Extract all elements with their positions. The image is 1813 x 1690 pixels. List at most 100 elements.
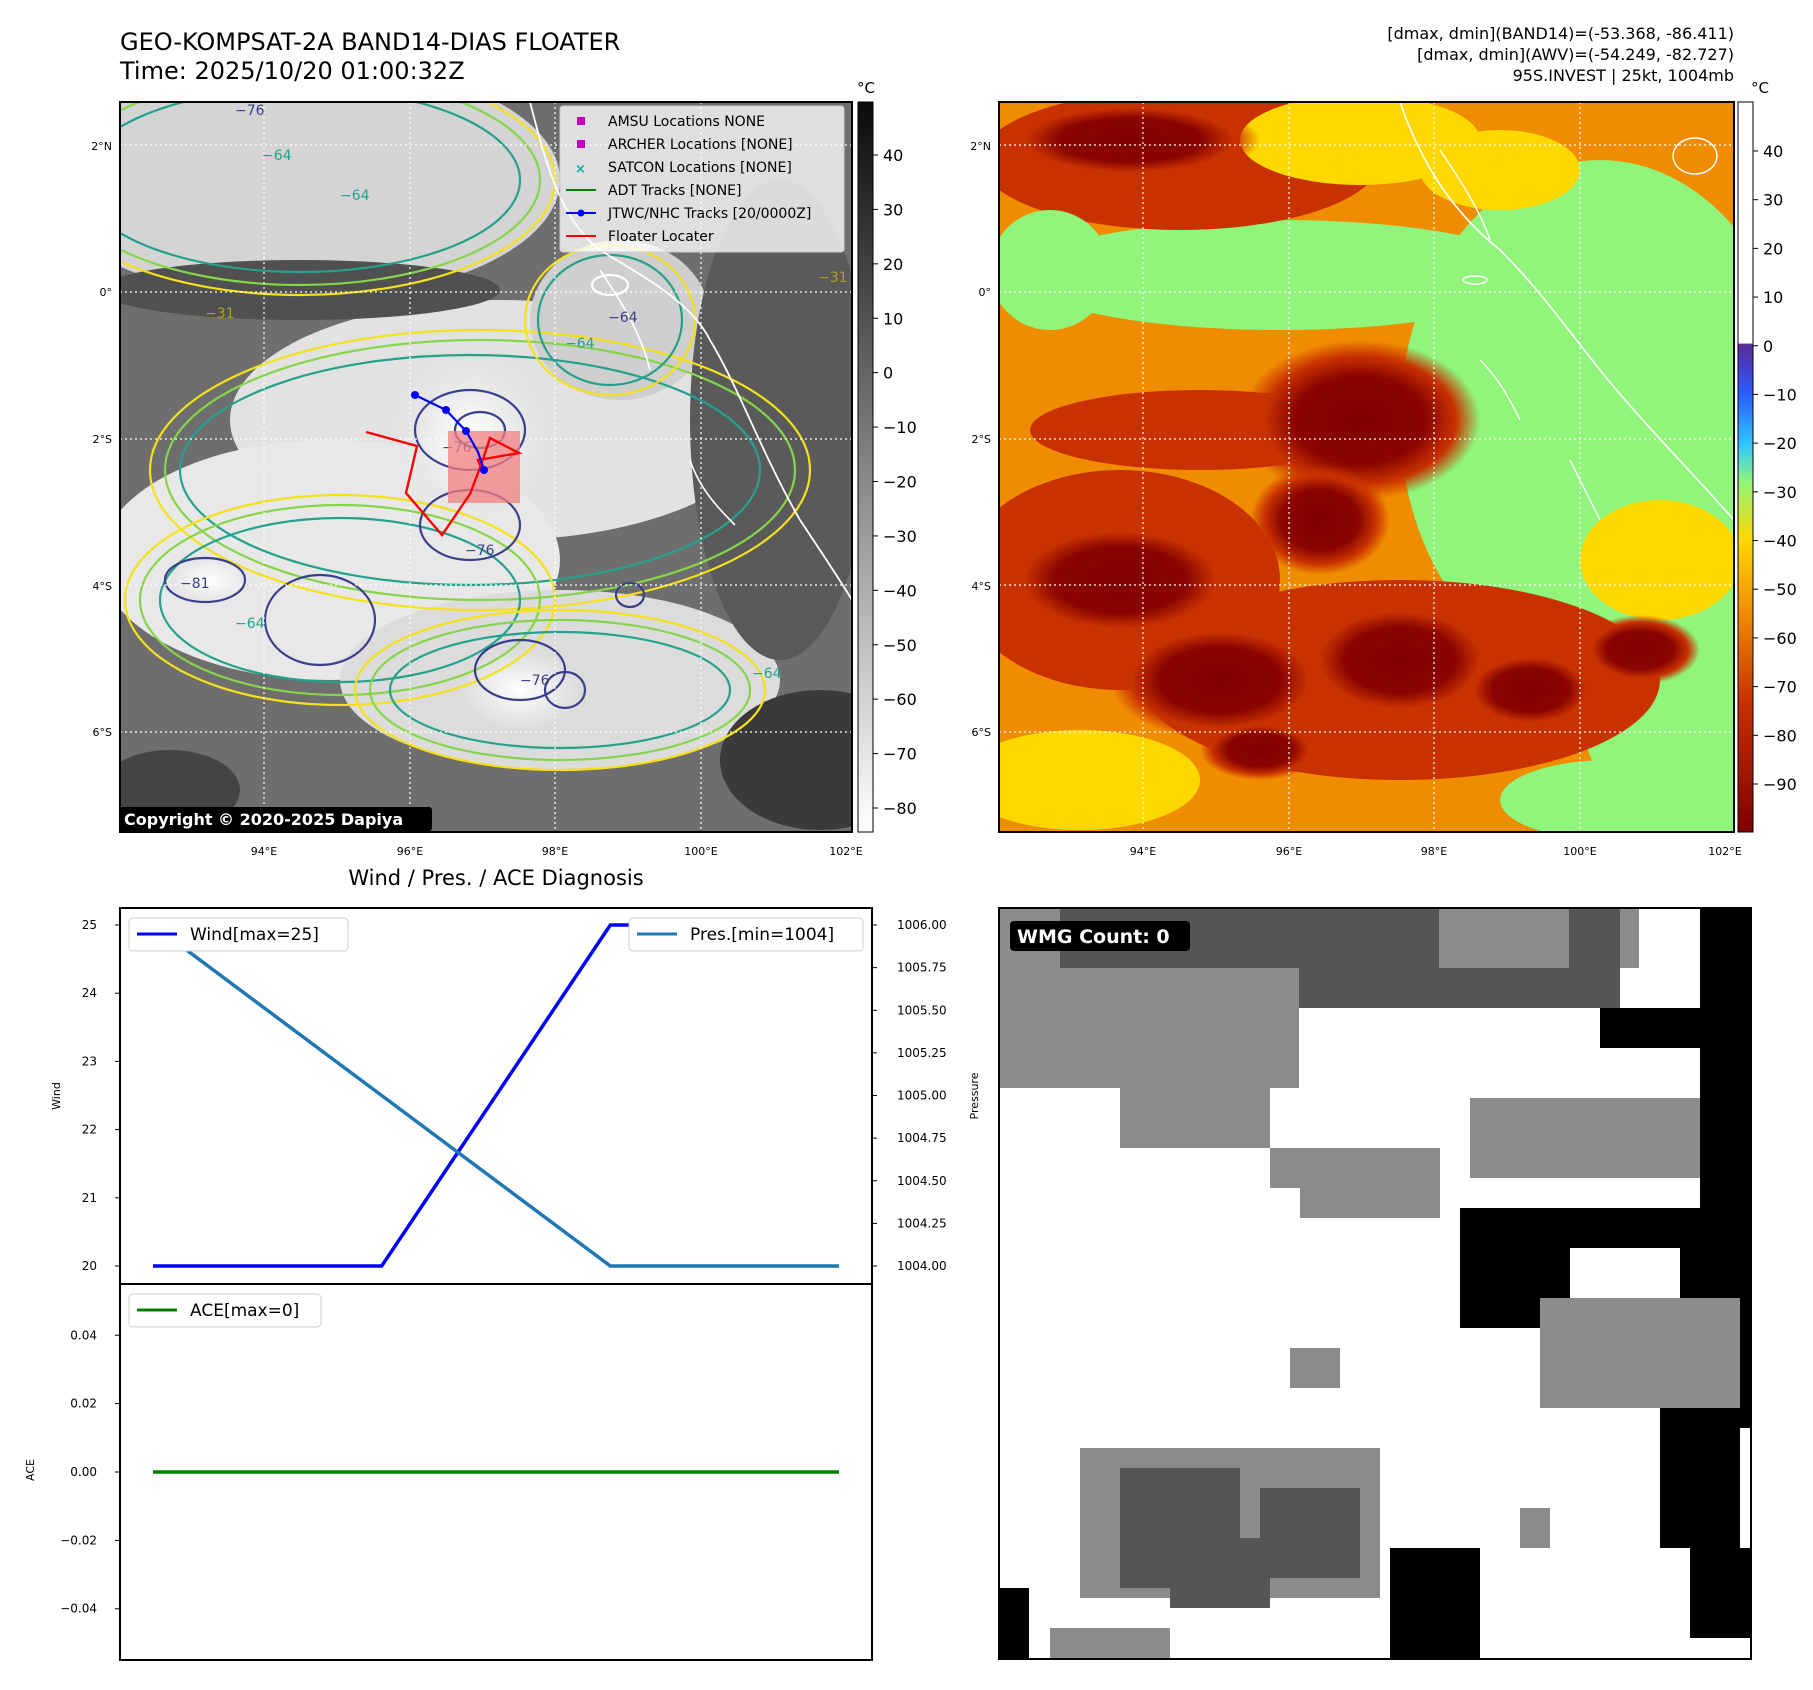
gray-colorbar bbox=[857, 101, 874, 833]
figure-time: Time: 2025/10/20 01:00:32Z bbox=[119, 57, 465, 85]
colorbar-tick-label: 20 bbox=[883, 255, 903, 274]
heat-colorbar-ticks: 40 30 20 10 0 −10 −20 −30 −40 −50 −60 −70 −80 −90 bbox=[1753, 142, 1797, 794]
wmg-cell-block bbox=[1300, 1148, 1440, 1218]
colorbar-tick-label: −70 bbox=[1763, 678, 1797, 697]
contour-label: −76 bbox=[235, 103, 265, 119]
colorbar-tick-label: 10 bbox=[883, 309, 903, 328]
wmg-cell-block bbox=[1520, 1508, 1550, 1548]
wind-ticks: 25 24 23 22 21 20 bbox=[82, 918, 120, 1273]
ace-tick-label: 0.02 bbox=[70, 1397, 97, 1411]
ace-legend: ACE[max=0] bbox=[128, 1293, 322, 1328]
wmg-cell-block bbox=[999, 968, 1299, 1088]
colorbar-tick-label: −20 bbox=[883, 473, 917, 492]
legend-entry-archer: ARCHER Locations [NONE] bbox=[608, 137, 793, 153]
pressure-tick-label: 1005.25 bbox=[897, 1046, 947, 1060]
wmg-cell-block bbox=[1290, 1348, 1340, 1388]
ir-clouds: −76 −64 −64 −31 −64 −64 −76 −76 −81 −64 … bbox=[120, 102, 852, 832]
wind-tick-label: 21 bbox=[82, 1191, 97, 1205]
pressure-axis-label: Pressure bbox=[968, 1072, 981, 1119]
diagnosis-title: Wind / Pres. / ACE Diagnosis bbox=[348, 866, 643, 890]
colorbar-tick-label: −90 bbox=[1763, 775, 1797, 794]
gray-colorbar-ticks: 40 30 20 10 0 −10 −20 −30 −40 −50 −60 −70 −80 bbox=[873, 146, 917, 818]
colorbar-tick-label: −70 bbox=[883, 745, 917, 764]
wind-legend: Wind[max=25] bbox=[128, 917, 349, 952]
colorbar-tick-label: 0 bbox=[883, 364, 893, 383]
pressure-ticks: 1006.00 1005.75 1005.50 1005.25 1005.00 1004.… bbox=[872, 918, 947, 1273]
colorbar-tick-label: 20 bbox=[1763, 239, 1783, 258]
colorbar-tick-label: −30 bbox=[1763, 483, 1797, 502]
storm-info: 95S.INVEST | 25kt, 1004mb bbox=[1513, 66, 1734, 85]
lat-tick: 2°N bbox=[91, 140, 112, 153]
contour-label: −64 bbox=[262, 148, 292, 164]
colorbar-tick-label: 30 bbox=[883, 200, 903, 219]
lat-tick: 4°S bbox=[93, 580, 112, 593]
colorbar-tick-label: −50 bbox=[1763, 580, 1797, 599]
colorbar-tick-label: −80 bbox=[1763, 726, 1797, 745]
wmg-cell-block bbox=[1690, 1548, 1750, 1638]
lon-tick: 98°E bbox=[1421, 845, 1447, 858]
lat-tick: 6°S bbox=[972, 726, 991, 739]
legend-entry-floater: Floater Locater bbox=[608, 229, 714, 245]
wind-tick-label: 22 bbox=[82, 1123, 97, 1137]
satcon-legend-marker: × bbox=[575, 162, 586, 177]
lat-tick: 0° bbox=[100, 286, 113, 299]
legend-entry-ace: ACE[max=0] bbox=[190, 1301, 299, 1321]
colorbar-tick-label: 30 bbox=[1763, 191, 1783, 210]
pressure-tick-label: 1005.50 bbox=[897, 1003, 947, 1017]
floater-track bbox=[365, 430, 523, 537]
colorbar-tick-label: 10 bbox=[1763, 288, 1783, 307]
lon-tick: 96°E bbox=[1276, 845, 1302, 858]
lon-tick: 94°E bbox=[1130, 845, 1156, 858]
stat-band14: [dmax, dmin](BAND14)=(-53.368, -86.411) bbox=[1387, 24, 1734, 43]
colorbar-tick-label: −10 bbox=[1763, 385, 1797, 404]
pressure-tick-label: 1005.00 bbox=[897, 1089, 947, 1103]
wmg-cell-block bbox=[1439, 908, 1569, 968]
legend-entry-adt: ADT Tracks [NONE] bbox=[608, 183, 741, 199]
lat-tick: 2°S bbox=[972, 433, 991, 446]
ace-chart: ACE 0.04 0.02 0.00 −0.02 −0.04 ACE[max=0] bbox=[24, 1283, 873, 1661]
jtwc-legend-dot bbox=[577, 209, 585, 217]
lon-tick: 96°E bbox=[397, 845, 423, 858]
colorbar-tick-label: −30 bbox=[883, 527, 917, 546]
colorbar-tick-label: 0 bbox=[1763, 337, 1773, 356]
contour-label: −64 bbox=[608, 310, 638, 326]
lon-tick: 100°E bbox=[1563, 845, 1596, 858]
ace-axis-label: ACE bbox=[24, 1459, 37, 1481]
legend-entry-amsu: AMSU Locations NONE bbox=[608, 114, 765, 130]
pressure-tick-label: 1004.75 bbox=[897, 1131, 947, 1145]
wmg-cell-block bbox=[1600, 1008, 1710, 1048]
lon-tick: 102°E bbox=[1708, 845, 1741, 858]
ace-tick-label: −0.04 bbox=[60, 1602, 97, 1616]
dias-heat-map: 2°N 0° 2°S 4°S 6°S 94°E 96°E 98°E 100°E … bbox=[970, 79, 1797, 858]
copyright-text: Copyright © 2020-2025 Dapiya bbox=[124, 810, 403, 829]
colorbar-tick-label: −80 bbox=[883, 799, 917, 818]
heat-colorbar bbox=[1737, 101, 1754, 833]
colorbar-tick-label: −20 bbox=[1763, 434, 1797, 453]
wmg-count-box bbox=[1010, 921, 1190, 951]
stat-awv: [dmax, dmin](AWV)=(-54.249, -82.727) bbox=[1417, 45, 1734, 64]
heat-field bbox=[999, 102, 1734, 832]
lon-tick: 100°E bbox=[684, 845, 717, 858]
colorbar-tick-label: −40 bbox=[883, 581, 917, 600]
amsu-legend-marker bbox=[577, 117, 585, 125]
lon-tick: 94°E bbox=[251, 845, 277, 858]
colorbar-tick-label: −60 bbox=[883, 690, 917, 709]
ace-tick-label: 0.04 bbox=[70, 1328, 97, 1342]
legend-entry-jtwc: JTWC/NHC Tracks [20/0000Z] bbox=[607, 206, 811, 222]
wmg-count-label: WMG Count: 0 bbox=[1017, 926, 1170, 948]
wmg-cell-block bbox=[1700, 908, 1751, 1208]
contour-label: −64 bbox=[752, 666, 782, 682]
pressure-tick-label: 1004.50 bbox=[897, 1174, 947, 1188]
contour-label: −64 bbox=[235, 616, 265, 632]
archer-legend-marker bbox=[577, 140, 585, 148]
lat-tick: 2°N bbox=[970, 140, 991, 153]
contour-label: −64 bbox=[565, 336, 595, 352]
lat-tick: 2°S bbox=[93, 433, 112, 446]
colorbar-unit: °C bbox=[857, 79, 875, 97]
wind-pressure-chart: Wind Pressure 25 24 23 22 21 20 1006.00 1005.7… bbox=[50, 907, 981, 1285]
colorbar-tick-label: −60 bbox=[1763, 629, 1797, 648]
wmg-cell-block bbox=[1120, 1088, 1270, 1148]
contour-label: −64 bbox=[340, 188, 370, 204]
wmg-cell-block bbox=[1170, 1538, 1270, 1608]
contour-label: −81 bbox=[180, 576, 210, 592]
